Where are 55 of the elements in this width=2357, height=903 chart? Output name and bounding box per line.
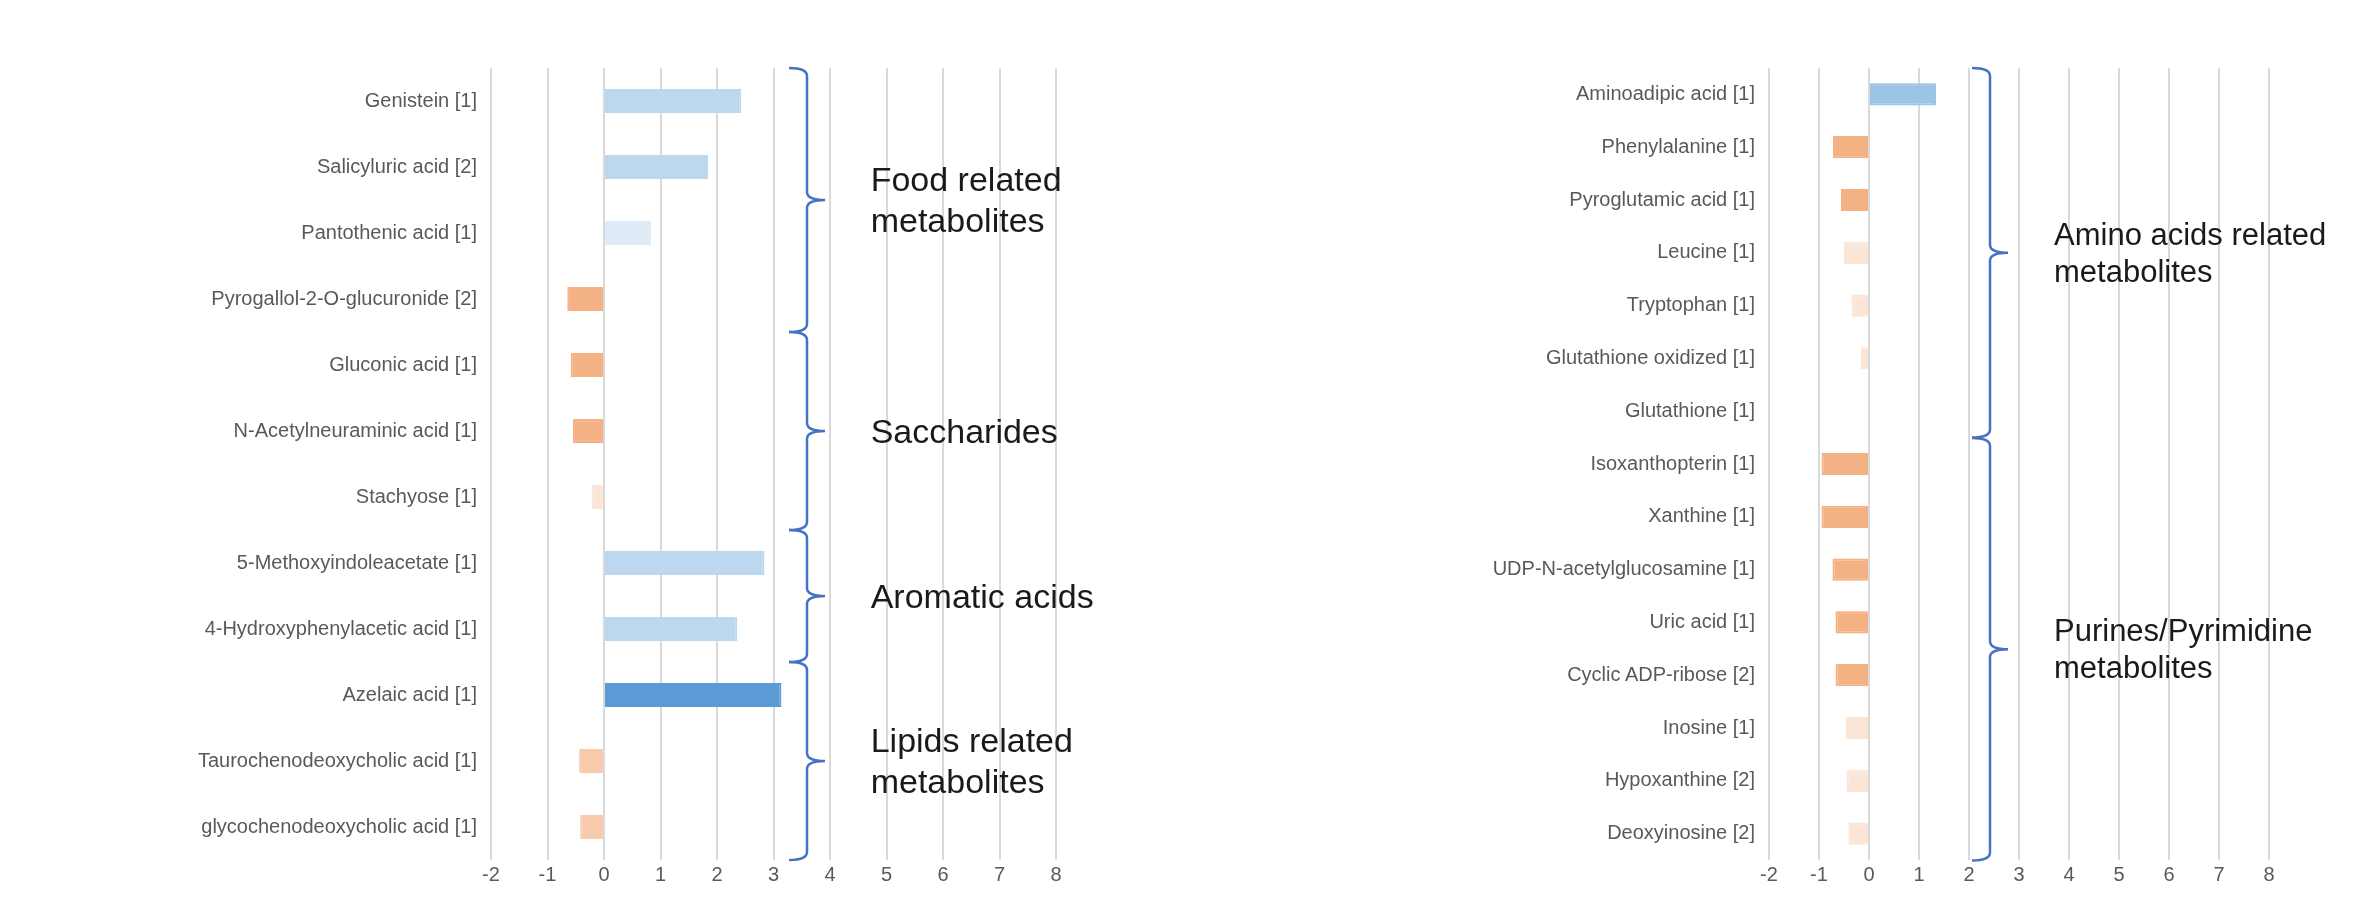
x-tick-label: 0 xyxy=(1863,862,1875,885)
x-tick-label: 7 xyxy=(993,862,1006,885)
x-tick-label: -2 xyxy=(482,862,500,885)
y-tick-label: Pyroglutamic acid [1] xyxy=(1569,187,1755,210)
y-tick-label: Uric acid [1] xyxy=(1649,609,1755,632)
y-tick-label: Pantothenic acid [1] xyxy=(301,220,477,243)
annotation: Purines/Pyrimidine metabolites xyxy=(2054,611,2314,686)
x-tick-label: 3 xyxy=(2013,862,2025,885)
y-tick-label: Azelaic acid [1] xyxy=(342,682,477,705)
x-tick-label: 5 xyxy=(880,862,893,885)
x-tick-label: -2 xyxy=(1760,862,1778,885)
x-tick-label: 1 xyxy=(1913,862,1925,885)
y-tick-label: Salicyluric acid [2] xyxy=(316,154,477,177)
x-tick-label: 5 xyxy=(2113,862,2125,885)
y-tick-label: 4-Hydroxyphenylacetic acid [1] xyxy=(204,616,477,639)
x-tick-label: 3 xyxy=(767,862,780,885)
x-tick-label: 2 xyxy=(711,862,723,885)
y-tick-label: Cyclic ADP-ribose [2] xyxy=(1567,662,1755,685)
y-tick-label: Gluconic acid [1] xyxy=(329,352,477,375)
x-tick-label: 8 xyxy=(1050,862,1062,885)
y-tick-label: 5-Methoxyindoleacetate [1] xyxy=(236,550,477,573)
y-tick-label: Aminoadipic acid [1] xyxy=(1576,81,1755,104)
y-tick-label: Phenylalanine [1] xyxy=(1601,134,1755,157)
y-tick-label: glycochenodeoxycholic acid [1] xyxy=(201,814,477,837)
annotation: Food related metabolites xyxy=(870,159,1063,241)
y-tick-label: Isoxanthopterin [1] xyxy=(1590,451,1755,474)
y-tick-label: Tryptophan [1] xyxy=(1626,293,1755,316)
y-tick-label: Xanthine [1] xyxy=(1648,504,1755,527)
x-tick-label: -1 xyxy=(1810,862,1828,885)
x-tick-label: -1 xyxy=(538,862,557,885)
y-tick-label: Stachyose [1] xyxy=(355,484,477,507)
x-tick-label: 1 xyxy=(654,862,667,885)
x-tick-label: 7 xyxy=(2213,862,2225,885)
annotation: Saccharides xyxy=(870,410,1059,452)
x-tick-label: 4 xyxy=(824,862,836,885)
y-tick-label: Leucine [1] xyxy=(1657,240,1755,263)
x-tick-label: 0 xyxy=(598,862,610,885)
y-tick-label: N-Acetylneuraminic acid [1] xyxy=(233,418,477,441)
x-tick-label: 6 xyxy=(2163,862,2175,885)
y-tick-label: Genistein [1] xyxy=(364,88,477,111)
annotation: Aromatic acids xyxy=(870,575,1095,617)
y-tick-label: Pyrogallol-2-O-glucuronide [2] xyxy=(211,286,477,309)
x-tick-label: 4 xyxy=(2063,862,2075,885)
y-tick-label: Hypoxanthine [2] xyxy=(1604,768,1755,791)
y-tick-label: Taurochenodeoxycholic acid [1] xyxy=(197,748,477,771)
y-tick-label: UDP-N-acetylglucosamine [1] xyxy=(1492,557,1755,580)
annotation: Lipids related metabolites xyxy=(870,720,1074,802)
y-tick-label: Glutathione oxidized [1] xyxy=(1545,345,1755,368)
x-tick-label: 6 xyxy=(937,862,949,885)
y-tick-label: Inosine [1] xyxy=(1662,715,1755,738)
annotation: Amino acids related metabolites xyxy=(2054,215,2328,290)
x-tick-label: 8 xyxy=(2263,862,2275,885)
x-tick-label: 2 xyxy=(1963,862,1975,885)
y-tick-label: Deoxyinosine [2] xyxy=(1607,821,1755,844)
y-tick-label: Glutathione [1] xyxy=(1624,398,1755,421)
